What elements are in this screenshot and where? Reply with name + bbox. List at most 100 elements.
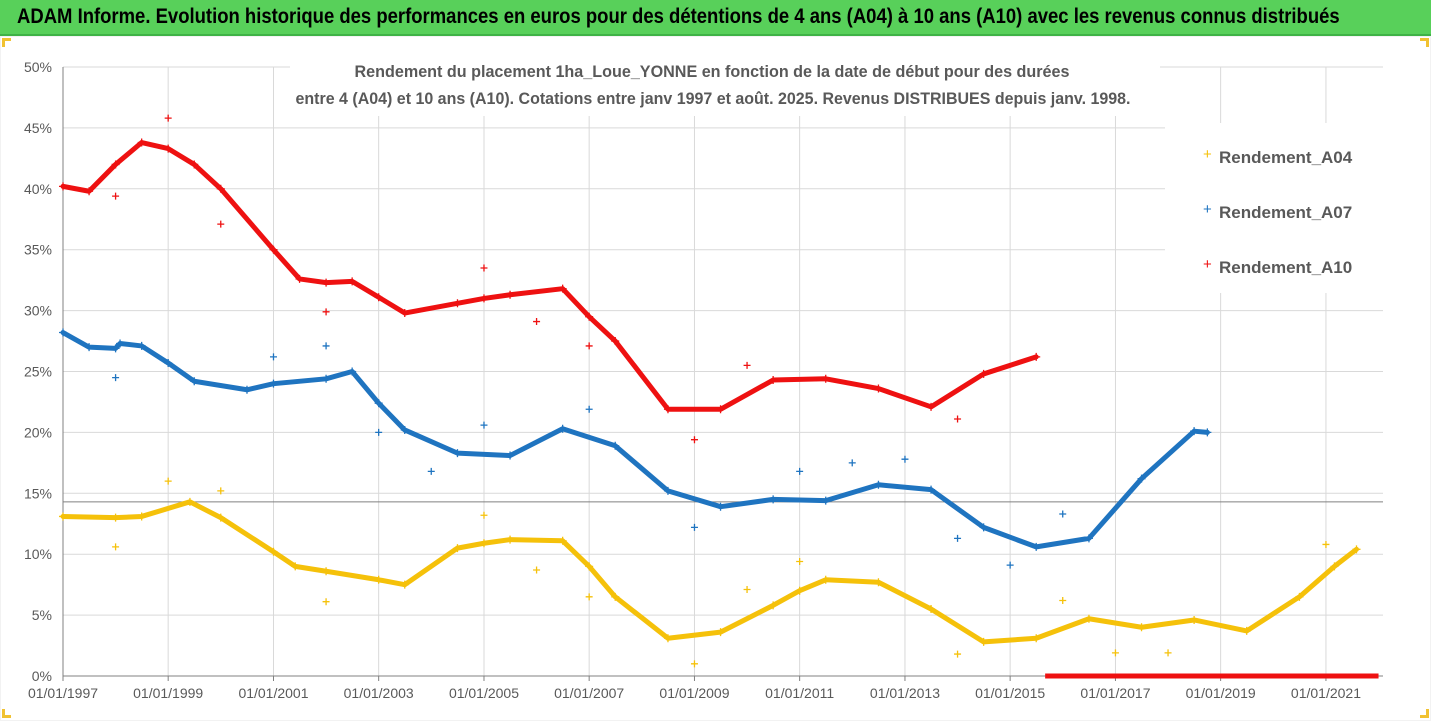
scatter-point-a04 <box>533 566 541 574</box>
data-point-a04 <box>663 634 672 643</box>
data-point-a10 <box>348 277 357 286</box>
data-point-a04 <box>1190 615 1199 624</box>
data-point-a04 <box>453 544 462 553</box>
legend-marker-a07: + <box>1203 201 1212 218</box>
y-tick-label: 50% <box>24 59 52 75</box>
data-point-a10 <box>611 337 620 346</box>
x-tick-label: 01/01/2021 <box>1291 685 1361 701</box>
data-point-a10 <box>164 144 173 153</box>
data-point-a07 <box>716 502 725 511</box>
data-point-a04 <box>111 513 120 522</box>
scatter-point-a10 <box>480 264 488 272</box>
data-point-a10 <box>59 182 67 191</box>
scatter-point-a10 <box>585 342 593 350</box>
data-point-a04 <box>506 535 515 544</box>
data-point-a07 <box>116 339 125 348</box>
legend-label-a04: Rendement_A04 <box>1219 148 1353 167</box>
series-a07 <box>59 328 1212 569</box>
scatter-point-a04 <box>217 487 225 495</box>
data-point-a04 <box>979 637 988 646</box>
data-point-a10 <box>85 187 94 196</box>
x-tick-label: 01/01/2009 <box>659 685 729 701</box>
data-point-a07 <box>1203 428 1212 437</box>
chart-title-background <box>290 54 1160 116</box>
y-tick-label: 0% <box>32 668 52 684</box>
data-point-a04 <box>1032 634 1041 643</box>
series-line-a10 <box>60 140 1039 412</box>
data-point-a04 <box>611 592 620 601</box>
scatter-point-a07 <box>480 421 488 429</box>
data-point-a04 <box>1330 562 1339 571</box>
x-tick-label: 01/01/2005 <box>449 685 519 701</box>
x-tick-label: 01/01/1997 <box>28 685 98 701</box>
data-point-a10 <box>979 369 988 378</box>
data-point-a04 <box>558 536 567 545</box>
data-point-a04 <box>1242 626 1251 635</box>
data-point-a07 <box>322 374 331 383</box>
scatter-point-a07 <box>375 428 383 436</box>
x-tick-label: 01/01/2019 <box>1186 685 1256 701</box>
legend-box <box>1165 123 1384 293</box>
corner-mark-bottom-left <box>2 709 11 718</box>
data-point-a07 <box>1137 474 1146 483</box>
data-point-a04 <box>269 547 278 556</box>
data-point-a04 <box>322 567 331 576</box>
scatter-point-a07 <box>1059 510 1067 518</box>
data-point-a07 <box>506 451 515 460</box>
data-point-a04 <box>374 575 383 584</box>
scatter-point-a04 <box>1322 540 1330 548</box>
legend-label-a07: Rendement_A07 <box>1219 203 1352 222</box>
y-tick-label: 25% <box>24 364 52 380</box>
data-point-a10 <box>453 299 462 308</box>
x-tick-label: 01/01/2011 <box>765 685 834 701</box>
scatter-point-a10 <box>954 415 962 423</box>
data-point-a04 <box>795 586 804 595</box>
scatter-point-a10 <box>743 361 751 369</box>
y-tick-label: 40% <box>24 181 52 197</box>
data-point-a10 <box>1032 352 1041 361</box>
legend-marker-a04: + <box>1203 146 1212 163</box>
data-point-a04 <box>1352 545 1361 554</box>
data-point-a10 <box>479 294 488 303</box>
data-point-a10 <box>374 293 383 302</box>
data-point-a10 <box>216 184 225 193</box>
scatter-point-a04 <box>322 598 330 606</box>
data-point-a07 <box>927 485 936 494</box>
data-point-a07 <box>190 377 199 386</box>
data-point-a10 <box>769 376 778 385</box>
data-point-a10 <box>137 138 146 147</box>
scatter-point-a07 <box>690 523 698 531</box>
legend: + Rendement_A04 + Rendement_A07 + Rendem… <box>1165 123 1384 293</box>
data-point-a07 <box>59 328 67 337</box>
corner-mark-top-left <box>2 38 11 47</box>
data-point-a10 <box>558 284 567 293</box>
data-point-a04 <box>769 601 778 610</box>
header-banner: ADAM Informe. Evolution historique des p… <box>0 0 1431 36</box>
data-point-a07 <box>874 480 883 489</box>
x-tick-label: 01/01/2007 <box>554 685 624 701</box>
scatter-point-a04 <box>480 511 488 519</box>
scatter-point-a04 <box>585 593 593 601</box>
scatter-point-a04 <box>1059 596 1067 604</box>
chart-title-line-1: Rendement du placement 1ha_Loue_YONNE en… <box>355 62 1070 81</box>
data-point-a07 <box>1190 427 1199 436</box>
legend-marker-a10: + <box>1203 256 1212 273</box>
legend-label-a10: Rendement_A10 <box>1219 258 1352 277</box>
y-tick-label: 5% <box>32 607 52 623</box>
scatter-point-a07 <box>796 467 804 475</box>
y-tick-label: 35% <box>24 242 52 258</box>
chart-title-line-2: entre 4 (A04) et 10 ans (A10). Cotations… <box>296 89 1131 108</box>
scatter-point-a10 <box>322 308 330 316</box>
series-layer <box>59 114 1383 679</box>
data-point-a10 <box>585 312 594 321</box>
data-point-a10 <box>269 245 278 254</box>
data-point-a07 <box>111 344 120 353</box>
scatter-point-a07 <box>322 342 330 350</box>
data-point-a07 <box>137 341 146 350</box>
data-point-a07 <box>400 425 409 434</box>
x-tick-label: 01/01/1999 <box>133 685 203 701</box>
data-point-a04 <box>821 575 830 584</box>
data-point-a07 <box>453 449 462 458</box>
scatter-point-a10 <box>217 220 225 228</box>
data-point-a04 <box>874 578 883 587</box>
